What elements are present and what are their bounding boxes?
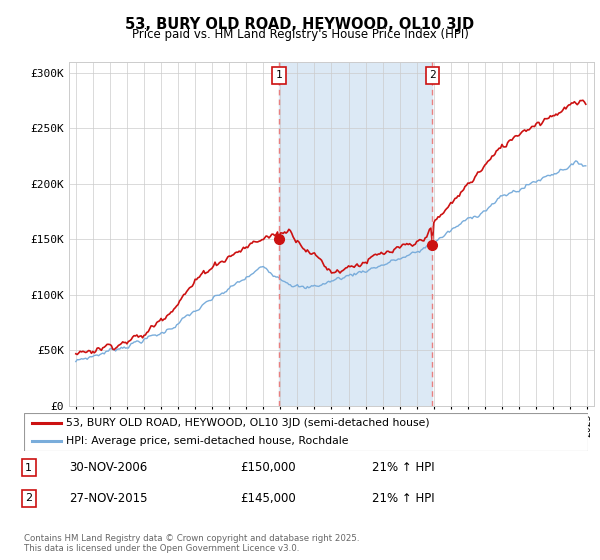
Text: 53, BURY OLD ROAD, HEYWOOD, OL10 3JD: 53, BURY OLD ROAD, HEYWOOD, OL10 3JD <box>125 17 475 32</box>
Text: 2: 2 <box>429 70 436 80</box>
Text: HPI: Average price, semi-detached house, Rochdale: HPI: Average price, semi-detached house,… <box>66 436 349 446</box>
Text: 27-NOV-2015: 27-NOV-2015 <box>69 492 148 505</box>
Text: Price paid vs. HM Land Registry's House Price Index (HPI): Price paid vs. HM Land Registry's House … <box>131 28 469 41</box>
Text: 21% ↑ HPI: 21% ↑ HPI <box>372 492 434 505</box>
Text: 21% ↑ HPI: 21% ↑ HPI <box>372 461 434 474</box>
Text: 2: 2 <box>25 493 32 503</box>
Text: 53, BURY OLD ROAD, HEYWOOD, OL10 3JD (semi-detached house): 53, BURY OLD ROAD, HEYWOOD, OL10 3JD (se… <box>66 418 430 428</box>
Bar <box>279 62 433 406</box>
Text: 1: 1 <box>25 463 32 473</box>
Text: Contains HM Land Registry data © Crown copyright and database right 2025.
This d: Contains HM Land Registry data © Crown c… <box>24 534 359 553</box>
Text: £150,000: £150,000 <box>240 461 296 474</box>
Text: 30-NOV-2006: 30-NOV-2006 <box>69 461 147 474</box>
Text: 1: 1 <box>275 70 283 80</box>
Text: £145,000: £145,000 <box>240 492 296 505</box>
FancyBboxPatch shape <box>24 413 588 451</box>
